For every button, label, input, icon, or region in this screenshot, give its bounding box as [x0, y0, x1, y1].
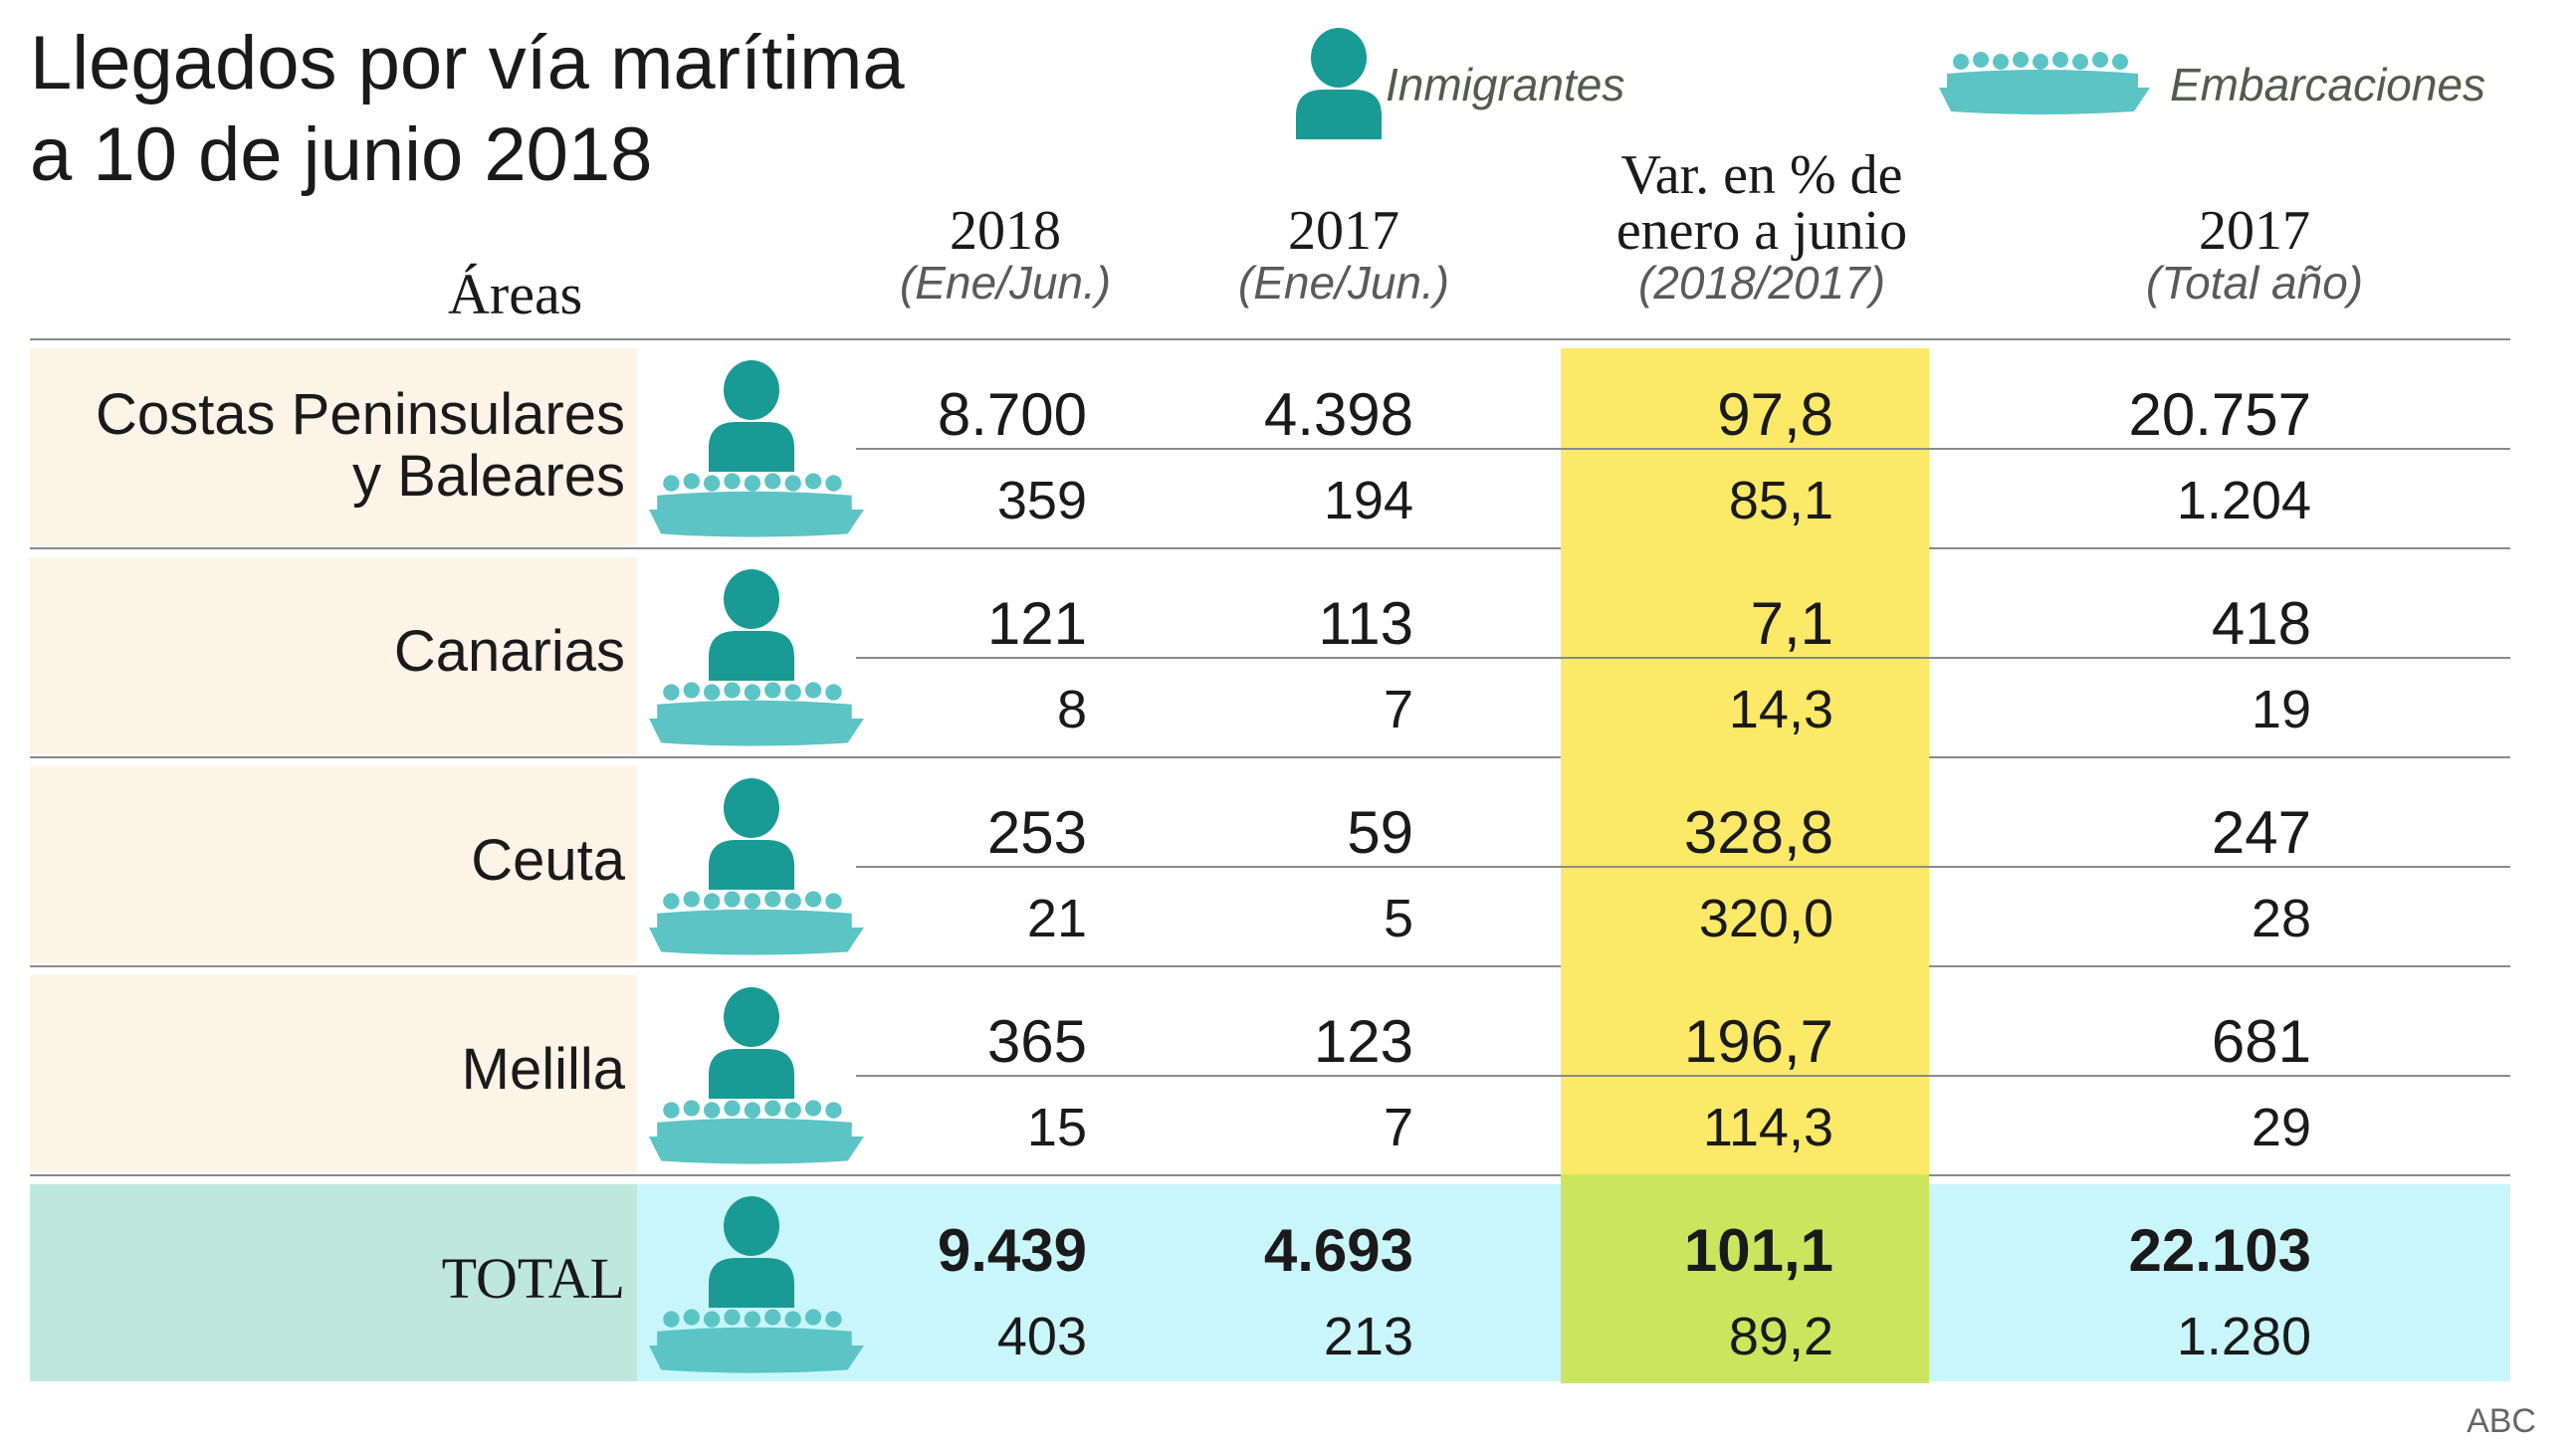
col2-header-sub: (Ene/Jun.) — [1237, 257, 1450, 309]
inner-rule-canarias — [856, 657, 2510, 659]
value-inmigrantes-melilla-c3: 196,7 — [1683, 1008, 1833, 1075]
value-embarcaciones-canarias-c4: 19 — [2251, 680, 2311, 739]
row-rule-ceuta — [30, 965, 2510, 967]
col1-header-sub: (Ene/Jun.) — [899, 257, 1112, 309]
area-cell-bg-ceuta — [30, 766, 637, 963]
chart-title: Llegados por vía marítima a 10 de junio … — [30, 18, 905, 201]
value-embarcaciones-melilla-c1: 15 — [1026, 1098, 1087, 1157]
value-embarcaciones-ceuta-c4: 28 — [2251, 889, 2311, 948]
area-cell-bg-total — [30, 1184, 637, 1381]
value-embarcaciones-ceuta-c2: 5 — [1383, 889, 1413, 948]
inner-rule-ceuta — [856, 866, 2510, 868]
area-cell-bg-canarias — [30, 557, 637, 754]
value-inmigrantes-canarias-c3: 7,1 — [1750, 590, 1833, 657]
value-inmigrantes-melilla-c4: 681 — [2211, 1008, 2311, 1075]
col4-header-sub: (Total año) — [2145, 257, 2364, 309]
value-embarcaciones-melilla-c4: 29 — [2251, 1098, 2311, 1157]
value-embarcaciones-canarias-c1: 8 — [1056, 680, 1087, 739]
value-embarcaciones-total-c2: 213 — [1323, 1307, 1413, 1366]
person-icon — [707, 778, 796, 895]
value-embarcaciones-canarias-c2: 7 — [1383, 680, 1413, 739]
area-label-line1: Costas Peninsulares — [96, 382, 625, 447]
person-icon — [707, 360, 796, 477]
value-inmigrantes-ceuta-c2: 59 — [1347, 799, 1413, 866]
boat-icon — [649, 890, 864, 964]
legend-immigrants-label: Inmigrantes — [1386, 59, 1625, 110]
value-inmigrantes-ceuta-c1: 253 — [986, 799, 1087, 866]
value-embarcaciones-costas-peninsulares-y-baleares-c2: 194 — [1323, 471, 1413, 530]
area-label-line2: y Baleares — [351, 444, 625, 509]
col2-header: 2017 (Ene/Jun.) — [1194, 203, 1493, 307]
area-cell-bg-melilla — [30, 975, 637, 1172]
value-inmigrantes-total-c3: 101,1 — [1683, 1217, 1833, 1284]
area-label-total: TOTAL — [441, 1246, 625, 1311]
value-embarcaciones-ceuta-c3: 320,0 — [1698, 889, 1833, 948]
value-embarcaciones-costas-peninsulares-y-baleares-c3: 85,1 — [1728, 471, 1833, 530]
legend-person-icon — [1296, 28, 1382, 139]
col3-header: Var. en % de enero a junio (2018/2017) — [1533, 147, 1991, 307]
boat-icon — [649, 1308, 864, 1382]
inner-rule-costas-peninsulares-y-baleares — [856, 448, 2510, 450]
chart-title-line1: Llegados por vía marítima — [30, 21, 905, 105]
value-embarcaciones-costas-peninsulares-y-baleares-c1: 359 — [996, 471, 1087, 530]
boat-icon — [649, 1099, 864, 1173]
value-inmigrantes-melilla-c1: 365 — [986, 1008, 1087, 1075]
col4-header: 2017 (Total año) — [2070, 203, 2439, 307]
value-inmigrantes-canarias-c1: 121 — [986, 590, 1087, 657]
area-cell-bg-costas-peninsulares-y-baleares — [30, 348, 637, 545]
legend-boats-label: Embarcaciones — [2170, 59, 2486, 110]
source-credit: ABC — [2467, 1402, 2536, 1440]
value-inmigrantes-total-c1: 9.439 — [937, 1217, 1087, 1284]
value-inmigrantes-costas-peninsulares-y-baleares-c4: 20.757 — [2128, 381, 2311, 448]
legend-boat-icon — [1939, 52, 2150, 114]
highlight-cell-total — [1561, 1174, 1929, 1383]
highlight-cell-melilla — [1561, 965, 1929, 1174]
value-embarcaciones-melilla-c2: 7 — [1383, 1098, 1413, 1157]
value-embarcaciones-costas-peninsulares-y-baleares-c4: 1.204 — [2176, 471, 2311, 530]
value-embarcaciones-melilla-c3: 114,3 — [1702, 1098, 1833, 1157]
value-embarcaciones-total-c3: 89,2 — [1728, 1307, 1833, 1366]
col3-header-line2: enero a junio — [1615, 200, 1908, 262]
area-label-melilla: Melilla — [461, 1037, 625, 1102]
row-rule-costas-peninsulares-y-baleares — [30, 547, 2510, 549]
person-icon — [707, 987, 796, 1104]
value-inmigrantes-costas-peninsulares-y-baleares-c3: 97,8 — [1717, 381, 1833, 448]
header-rule — [30, 338, 2510, 340]
row-rule-canarias — [30, 756, 2510, 758]
col3-header-sub: (2018/2017) — [1637, 257, 1886, 309]
col2-header-main: 2017 — [1288, 200, 1399, 262]
value-inmigrantes-ceuta-c3: 328,8 — [1683, 799, 1833, 866]
value-inmigrantes-costas-peninsulares-y-baleares-c2: 4.398 — [1263, 381, 1413, 448]
highlight-cell-canarias — [1561, 547, 1929, 756]
areas-header: Áreas — [448, 262, 583, 326]
value-inmigrantes-canarias-c2: 113 — [1318, 590, 1413, 657]
value-embarcaciones-total-c1: 403 — [996, 1307, 1087, 1366]
value-inmigrantes-costas-peninsulares-y-baleares-c1: 8.700 — [937, 381, 1087, 448]
area-label-canarias: Canarias — [393, 619, 625, 684]
boat-icon — [649, 681, 864, 755]
col1-header-main: 2018 — [950, 200, 1061, 262]
boat-icon — [649, 472, 864, 546]
highlight-cell-ceuta — [1561, 756, 1929, 965]
col1-header: 2018 (Ene/Jun.) — [856, 203, 1155, 307]
chart-title-line2: a 10 de junio 2018 — [30, 112, 653, 197]
col3-header-line1: Var. en % de — [1620, 144, 1903, 206]
row-rule-melilla — [30, 1174, 2510, 1176]
value-embarcaciones-canarias-c3: 14,3 — [1728, 680, 1833, 739]
area-label-ceuta: Ceuta — [471, 828, 625, 893]
col4-header-main: 2017 — [2199, 200, 2310, 262]
value-inmigrantes-total-c2: 4.693 — [1263, 1217, 1413, 1284]
value-inmigrantes-canarias-c4: 418 — [2211, 590, 2311, 657]
value-inmigrantes-melilla-c2: 123 — [1313, 1008, 1413, 1075]
value-embarcaciones-ceuta-c1: 21 — [1026, 889, 1087, 948]
person-icon — [707, 569, 796, 686]
value-embarcaciones-total-c4: 1.280 — [2176, 1307, 2311, 1366]
area-label-costas-peninsulares-y-baleares: Costas Peninsulares y Baleares — [28, 384, 625, 508]
value-inmigrantes-total-c4: 22.103 — [2128, 1217, 2311, 1284]
person-icon — [707, 1196, 796, 1313]
value-inmigrantes-ceuta-c4: 247 — [2211, 799, 2311, 866]
inner-rule-melilla — [856, 1075, 2510, 1077]
